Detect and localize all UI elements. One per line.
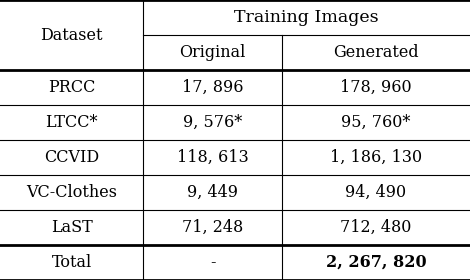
Text: LaST: LaST [51,219,93,236]
Text: 178, 960: 178, 960 [340,79,412,96]
Text: 712, 480: 712, 480 [340,219,412,236]
Text: 9, 449: 9, 449 [187,184,238,201]
Text: Generated: Generated [333,44,419,61]
Text: -: - [210,254,215,271]
Text: 9, 576*: 9, 576* [183,114,243,131]
Text: Dataset: Dataset [40,27,103,43]
Text: Original: Original [180,44,246,61]
Text: Total: Total [52,254,92,271]
Text: LTCC*: LTCC* [46,114,98,131]
Text: CCVID: CCVID [44,149,99,166]
Text: 95, 760*: 95, 760* [341,114,411,131]
Text: 118, 613: 118, 613 [177,149,249,166]
Text: 17, 896: 17, 896 [182,79,243,96]
Text: 1, 186, 130: 1, 186, 130 [330,149,422,166]
Text: 2, 267, 820: 2, 267, 820 [326,254,426,271]
Text: Training Images: Training Images [235,9,379,26]
Text: 94, 490: 94, 490 [345,184,407,201]
Text: 71, 248: 71, 248 [182,219,243,236]
Text: VC-Clothes: VC-Clothes [26,184,117,201]
Text: PRCC: PRCC [48,79,95,96]
